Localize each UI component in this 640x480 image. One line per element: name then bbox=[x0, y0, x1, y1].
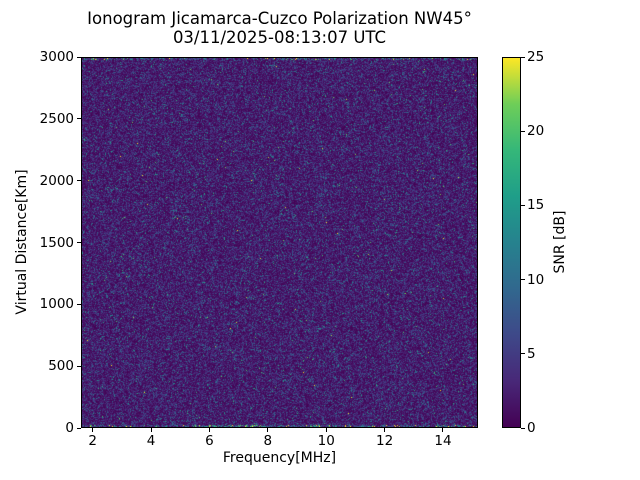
x-tick-mark bbox=[150, 428, 152, 432]
colorbar-tick-mark bbox=[521, 130, 525, 132]
x-tick-label: 2 bbox=[88, 433, 97, 449]
colorbar-tick-label: 20 bbox=[527, 123, 545, 140]
y-tick-label: 1000 bbox=[39, 296, 74, 313]
x-tick-mark bbox=[208, 428, 210, 432]
colorbar-tick-label: 10 bbox=[527, 271, 545, 288]
y-tick-mark bbox=[77, 365, 81, 367]
colorbar bbox=[502, 57, 521, 428]
y-tick-mark bbox=[77, 118, 81, 120]
x-tick-label: 6 bbox=[205, 433, 214, 449]
colorbar-tick-mark bbox=[521, 427, 525, 429]
y-tick-label: 1500 bbox=[39, 234, 74, 251]
colorbar-tick-mark bbox=[521, 353, 525, 355]
x-axis-label: Frequency[MHz] bbox=[222, 450, 337, 466]
y-tick-mark bbox=[77, 427, 81, 429]
colorbar-tick-label: 0 bbox=[527, 420, 536, 436]
x-tick-mark bbox=[267, 428, 269, 432]
x-tick-label: 14 bbox=[434, 433, 452, 449]
y-tick-label: 2000 bbox=[39, 172, 74, 189]
x-tick-mark bbox=[325, 428, 327, 432]
y-tick-label: 3000 bbox=[39, 49, 74, 65]
x-tick-label: 4 bbox=[146, 433, 156, 449]
x-tick-label: 12 bbox=[375, 433, 394, 449]
colorbar-tick-label: 5 bbox=[527, 345, 536, 362]
x-tick-mark bbox=[384, 428, 386, 432]
ionogram-heatmap-canvas bbox=[82, 58, 477, 427]
plot-area bbox=[81, 57, 478, 428]
chart-title-block: Ionogram Jicamarca-Cuzco Polarization NW… bbox=[81, 9, 478, 47]
y-tick-mark bbox=[77, 180, 81, 182]
x-tick-label: 8 bbox=[263, 433, 273, 449]
colorbar-tick-label: 15 bbox=[527, 197, 545, 214]
y-tick-mark bbox=[77, 303, 81, 305]
x-tick-label: 10 bbox=[317, 433, 335, 449]
y-tick-label: 0 bbox=[65, 420, 74, 436]
colorbar-tick-mark bbox=[521, 279, 525, 281]
chart-title: Ionogram Jicamarca-Cuzco Polarization NW… bbox=[87, 9, 472, 28]
y-axis-label: Virtual Distance[Km] bbox=[14, 169, 30, 315]
x-tick-mark bbox=[92, 428, 94, 432]
chart-subtitle: 03/11/2025-08:13:07 UTC bbox=[172, 28, 387, 47]
x-tick-mark bbox=[442, 428, 444, 432]
colorbar-tick-mark bbox=[521, 204, 525, 206]
colorbar-tick-label: 25 bbox=[527, 49, 545, 65]
y-tick-mark bbox=[77, 242, 81, 243]
colorbar-label: SNR [dB] bbox=[552, 210, 568, 274]
y-tick-label: 2500 bbox=[39, 110, 74, 127]
y-tick-mark bbox=[77, 56, 81, 58]
y-tick-label: 500 bbox=[48, 358, 74, 375]
colorbar-tick-mark bbox=[521, 56, 525, 58]
